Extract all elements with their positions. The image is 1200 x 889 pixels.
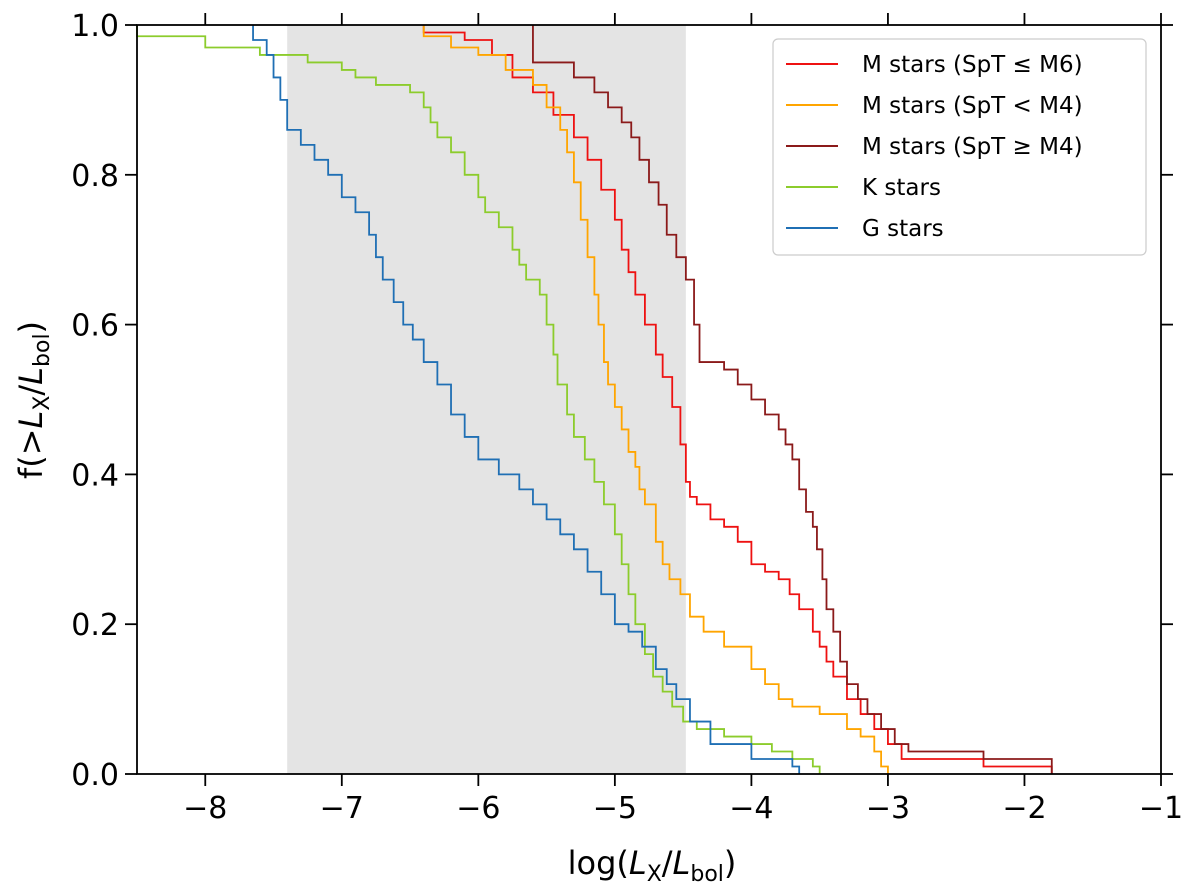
legend-box [772, 38, 1147, 256]
y-axis-title: f(>LX/Lbol) [12, 321, 55, 479]
series-line-4 [252, 25, 801, 774]
series-line-3 [136, 25, 821, 774]
x-tick-label: −5 [593, 791, 637, 826]
y-tick-label: 0.6 [71, 309, 119, 344]
series-line-1 [422, 25, 889, 774]
x-tick-label: −6 [456, 791, 500, 826]
x-tick-label: −7 [320, 791, 364, 826]
y-tick-label: 0.2 [71, 608, 119, 643]
x-tick-label: −8 [183, 791, 227, 826]
x-axis-title: log(LX/Lbol) [568, 844, 737, 887]
legend-label-4: G stars [862, 216, 944, 242]
series-layer [136, 25, 1053, 774]
shaded-region [287, 25, 686, 774]
series-line-2 [532, 25, 1053, 774]
y-tick-label: 0.4 [71, 458, 119, 493]
x-tick-label: −4 [729, 791, 773, 826]
y-tick-label: 0.8 [71, 159, 119, 194]
series-line-0 [422, 25, 1053, 774]
y-tick-label: 0.0 [71, 758, 119, 793]
legend: M stars (SpT ≤ M6) M stars (SpT < M4) M st… [772, 38, 1147, 256]
y-tick-label: 1.0 [71, 9, 119, 44]
legend-label-3: K stars [862, 175, 941, 201]
legend-label-1: M stars (SpT < M4) [862, 93, 1083, 119]
plot-frame [136, 24, 1162, 775]
legend-label-0: M stars (SpT ≤ M6) [862, 52, 1083, 78]
x-tick-label: −3 [866, 791, 910, 826]
legend-label-2: M stars (SpT ≥ M4) [862, 134, 1083, 160]
x-tick-label: −1 [1139, 791, 1183, 826]
ticks-layer: −8 −7 −6 −5 −4 −3 −2 −1 0.0 0.2 0.4 0.6 0.8 1.0 [71, 9, 1183, 826]
x-tick-label: −2 [1002, 791, 1046, 826]
